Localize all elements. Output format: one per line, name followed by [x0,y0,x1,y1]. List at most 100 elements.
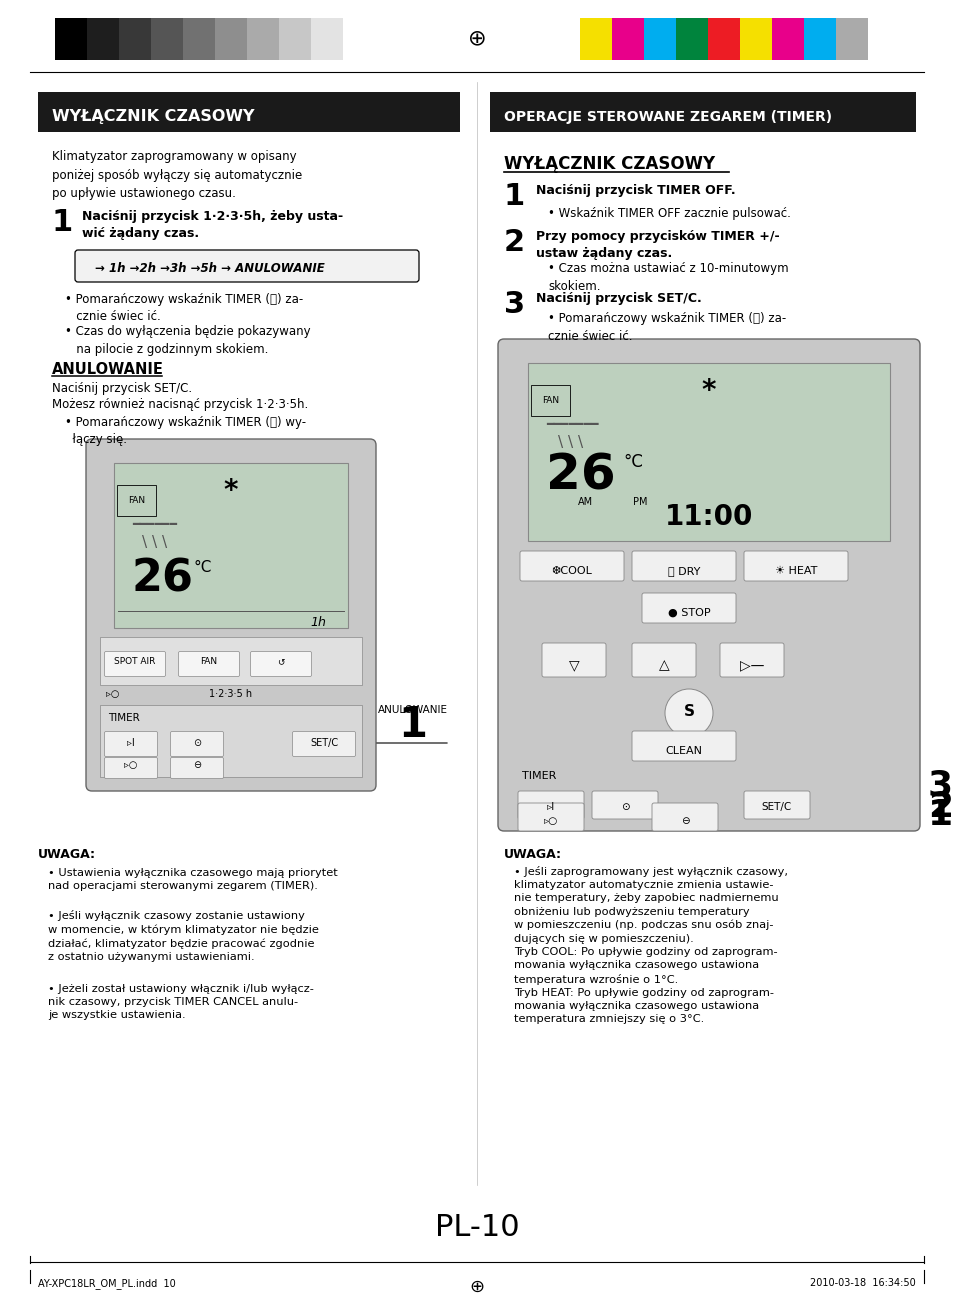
FancyBboxPatch shape [517,802,583,831]
Text: • Jeśli wyłącznik czasowy zostanie ustawiony
w momencie, w którym klimatyzator n: • Jeśli wyłącznik czasowy zostanie ustaw… [48,910,318,962]
Text: 1h: 1h [310,617,326,630]
Text: ▹I: ▹I [546,802,555,812]
Bar [835,18,867,60]
Bar [311,18,343,60]
Text: ANULOWANIE: ANULOWANIE [377,706,448,715]
FancyBboxPatch shape [178,652,239,677]
Text: → 1h →2h →3h →5h → ANULOWANIE: → 1h →2h →3h →5h → ANULOWANIE [95,263,324,275]
Text: \ \ \: \ \ \ [558,435,582,450]
Text: °C: °C [622,453,642,471]
Bar [113,463,348,628]
Text: ▹I: ▹I [127,738,134,747]
Bar [771,18,803,60]
Text: PM: PM [633,497,647,507]
FancyBboxPatch shape [293,732,355,757]
Text: SPOT AIR: SPOT AIR [114,657,155,666]
FancyBboxPatch shape [519,551,623,581]
Text: 2: 2 [503,228,524,257]
Bar [55,18,87,60]
Text: 1: 1 [503,182,525,211]
Bar [214,18,247,60]
Text: ⊖: ⊖ [193,761,201,770]
Text: 💧 DRY: 💧 DRY [667,565,700,576]
Text: Naciśnij przycisk 1·2·3·5h, żeby usta-
wić żądany czas.: Naciśnij przycisk 1·2·3·5h, żeby usta- w… [82,209,343,240]
FancyBboxPatch shape [641,593,735,623]
Text: Naciśnij przycisk SET/C.: Naciśnij przycisk SET/C. [536,292,701,305]
Text: ⊕: ⊕ [467,27,486,48]
Bar [247,18,278,60]
Text: 2: 2 [927,791,952,823]
Text: WYŁĄCZNIK CZASOWY: WYŁĄCZNIK CZASOWY [52,110,254,124]
Text: 2010-03-18  16:34:50: 2010-03-18 16:34:50 [809,1278,915,1288]
Text: Przy pomocy przycisków TIMER +/-
ustaw żądany czas.: Przy pomocy przycisków TIMER +/- ustaw ż… [536,230,779,260]
Text: *: * [224,476,238,505]
Text: AY-XPC18LR_OM_PL.indd  10: AY-XPC18LR_OM_PL.indd 10 [38,1278,175,1289]
Text: ⊕: ⊕ [469,1278,484,1296]
Text: 1: 1 [52,208,73,237]
Text: TIMER: TIMER [521,771,556,781]
Text: ⊖: ⊖ [679,816,689,826]
Text: TIMER: TIMER [108,713,139,723]
FancyBboxPatch shape [592,791,658,819]
Text: • Wskaźnik TIMER OFF zacznie pulsować.: • Wskaźnik TIMER OFF zacznie pulsować. [547,207,790,220]
Text: OPERACJE STEROWANE ZEGAREM (TIMER): OPERACJE STEROWANE ZEGAREM (TIMER) [503,110,831,124]
Text: ANULOWANIE: ANULOWANIE [52,363,164,377]
Text: ▹○: ▹○ [543,816,558,826]
Text: 1·2·3·5 h: 1·2·3·5 h [210,689,253,699]
Text: 11:00: 11:00 [664,503,753,531]
Text: CLEAN: CLEAN [665,746,701,757]
Text: • Pomarańczowy wskaźnik TIMER (⌚) wy-
  łączy się.: • Pomarańczowy wskaźnik TIMER (⌚) wy- łą… [65,416,306,446]
FancyBboxPatch shape [631,730,735,761]
FancyBboxPatch shape [75,250,418,281]
FancyBboxPatch shape [631,643,696,677]
Text: • Pomarańczowy wskaźnik TIMER (⌚) za-
cznie świec ić.: • Pomarańczowy wskaźnik TIMER (⌚) za- cz… [547,312,785,343]
Text: °C: °C [193,560,213,575]
Text: UWAGA:: UWAGA: [503,848,561,861]
Text: 1: 1 [927,798,952,833]
FancyBboxPatch shape [651,802,718,831]
Text: ☀ HEAT: ☀ HEAT [774,565,817,576]
Text: Naciśnij przycisk SET/C.: Naciśnij przycisk SET/C. [52,382,192,395]
Bar [100,637,361,685]
Text: FAN: FAN [541,397,558,404]
Text: ⊙: ⊙ [193,738,201,747]
Bar [676,18,707,60]
FancyBboxPatch shape [105,758,157,779]
Text: ▹○: ▹○ [106,689,119,699]
FancyBboxPatch shape [631,551,735,581]
Text: 3: 3 [927,768,952,802]
Text: PL-10: PL-10 [435,1213,518,1242]
Text: 26: 26 [545,452,615,499]
Circle shape [664,689,712,737]
FancyBboxPatch shape [105,732,157,757]
Text: AM: AM [578,497,593,507]
Text: ━━━━━━: ━━━━━━ [132,518,177,531]
Text: SET/C: SET/C [310,738,337,747]
Text: ▽: ▽ [568,658,578,672]
Bar [643,18,676,60]
Bar [38,92,459,132]
Bar [707,18,740,60]
Text: Możesz również nacisnąć przycisk 1·2·3·5h.: Możesz również nacisnąć przycisk 1·2·3·5… [52,398,308,411]
FancyBboxPatch shape [251,652,312,677]
Bar [803,18,835,60]
Text: 3: 3 [503,291,524,319]
Bar [100,706,361,778]
FancyBboxPatch shape [86,439,375,791]
Text: ▷—: ▷— [739,658,763,672]
FancyBboxPatch shape [720,643,783,677]
Text: Klimatyzator zaprogramowany w opisany
poniżej sposób wyłączy się automatycznie
p: Klimatyzator zaprogramowany w opisany po… [52,151,302,200]
FancyBboxPatch shape [497,339,919,831]
FancyBboxPatch shape [171,758,223,779]
Text: \ \ \: \ \ \ [142,535,167,550]
Text: • Jeśli zaprogramowany jest wyłącznik czasowy,
klimatyzator automatycznie zmieni: • Jeśli zaprogramowany jest wyłącznik cz… [514,867,787,1025]
Text: Naciśnij przycisk TIMER OFF.: Naciśnij przycisk TIMER OFF. [536,185,735,196]
FancyBboxPatch shape [743,791,809,819]
Text: *: * [701,377,716,404]
Text: △: △ [658,658,669,672]
Text: 1: 1 [397,704,427,746]
Bar [119,18,151,60]
Text: FAN: FAN [128,496,145,505]
Text: • Jeżeli został ustawiony włącznik i/lub wyłącz-
nik czasowy, przycisk TIMER CAN: • Jeżeli został ustawiony włącznik i/lub… [48,984,314,1021]
Text: SET/C: SET/C [761,802,791,812]
